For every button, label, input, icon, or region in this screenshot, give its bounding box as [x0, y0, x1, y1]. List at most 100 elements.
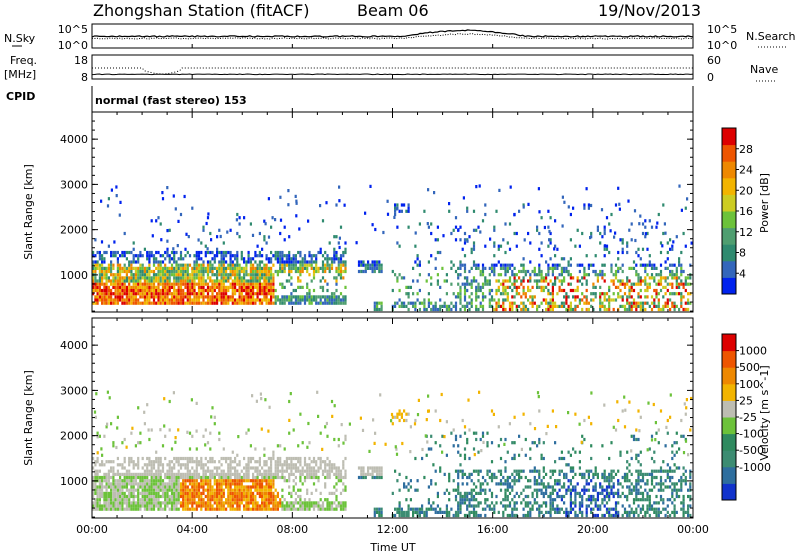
echo-cell — [504, 470, 506, 473]
echo-cell — [536, 501, 538, 504]
echo-cell — [171, 485, 173, 488]
echo-cell — [491, 264, 493, 267]
echo-cell — [335, 466, 337, 469]
echo-cell — [599, 308, 601, 311]
echo-cell — [275, 495, 277, 498]
echo-cell — [94, 501, 96, 504]
echo-cell — [155, 492, 157, 495]
echo-cell — [583, 492, 585, 495]
echo-cell — [272, 473, 274, 476]
echo-cell — [166, 489, 168, 492]
echo-cell — [313, 460, 315, 463]
echo-cell — [252, 466, 254, 469]
echo-cell — [396, 511, 398, 514]
echo-cell — [263, 273, 265, 276]
echo-cell — [477, 451, 479, 454]
echo-cell — [338, 295, 340, 298]
echo-cell — [313, 482, 315, 485]
echo-cell — [577, 295, 579, 298]
echo-cell — [266, 498, 268, 501]
echo-cell — [257, 292, 259, 295]
echo-cell — [568, 305, 570, 308]
echo-cell — [412, 508, 414, 511]
echo-cell — [574, 289, 576, 292]
echo-cell — [189, 501, 191, 504]
echo-cell — [236, 501, 238, 504]
echo-cell — [376, 511, 378, 514]
echo-cell — [270, 460, 272, 463]
echo-cell — [523, 292, 525, 295]
echo-cell — [680, 283, 682, 286]
echo-cell — [202, 229, 204, 232]
echo-cell — [457, 451, 459, 454]
echo-cell — [450, 308, 452, 311]
echo-cell — [559, 305, 561, 308]
echo-cell — [457, 511, 459, 514]
echo-cell — [106, 485, 108, 488]
echo-cell — [259, 279, 261, 282]
echo-cell — [268, 197, 270, 200]
echo-cell — [293, 428, 295, 431]
echo-cell — [450, 508, 452, 511]
echo-cell — [502, 498, 504, 501]
echo-cell — [248, 495, 250, 498]
echo-cell — [590, 305, 592, 308]
echo-cell — [665, 267, 667, 270]
echo-cell — [232, 292, 234, 295]
echo-cell — [173, 270, 175, 273]
echo-cell — [254, 447, 256, 450]
echo-cell — [523, 508, 525, 511]
echo-cell — [207, 460, 209, 463]
echo-cell — [509, 222, 511, 225]
echo-cell — [148, 479, 150, 482]
echo-cell — [439, 466, 441, 469]
echo-cell — [365, 264, 367, 267]
echo-cell — [106, 473, 108, 476]
echo-cell — [635, 302, 637, 305]
echo-cell — [507, 482, 509, 485]
echo-cell — [311, 279, 313, 282]
echo-cell — [669, 264, 671, 267]
echo-cell — [543, 495, 545, 498]
echo-cell — [169, 283, 171, 286]
echo-cell — [101, 279, 103, 282]
echo-cell — [261, 482, 263, 485]
echo-cell — [268, 267, 270, 270]
echo-cell — [144, 498, 146, 501]
echo-cell — [622, 295, 624, 298]
echo-cell — [290, 270, 292, 273]
echo-cell — [241, 295, 243, 298]
echo-cell — [541, 492, 543, 495]
echo-cell — [543, 485, 545, 488]
echo-cell — [475, 514, 477, 517]
echo-cell — [665, 305, 667, 308]
echo-cell — [117, 260, 119, 263]
echo-cell — [466, 508, 468, 511]
echo-cell — [304, 260, 306, 263]
echo-cell — [281, 260, 283, 263]
echo-cell — [333, 473, 335, 476]
echo-cell — [218, 460, 220, 463]
echo-cell — [218, 495, 220, 498]
echo-cell — [160, 460, 162, 463]
echo-cell — [124, 289, 126, 292]
echo-cell — [504, 298, 506, 301]
echo-cell — [184, 273, 186, 276]
echo-cell — [146, 504, 148, 507]
echo-cell — [376, 476, 378, 479]
echo-cell — [631, 238, 633, 241]
echo-cell — [322, 254, 324, 257]
echo-cell — [608, 289, 610, 292]
echo-cell — [234, 457, 236, 460]
echo-cell — [295, 457, 297, 460]
echo-cell — [148, 495, 150, 498]
echo-cell — [399, 245, 401, 248]
echo-cell — [502, 514, 504, 517]
echo-cell — [473, 229, 475, 232]
echo-cell — [230, 498, 232, 501]
echo-cell — [669, 283, 671, 286]
echo-cell — [146, 485, 148, 488]
echo-cell — [653, 298, 655, 301]
echo-cell — [642, 248, 644, 251]
echo-cell — [306, 292, 308, 295]
